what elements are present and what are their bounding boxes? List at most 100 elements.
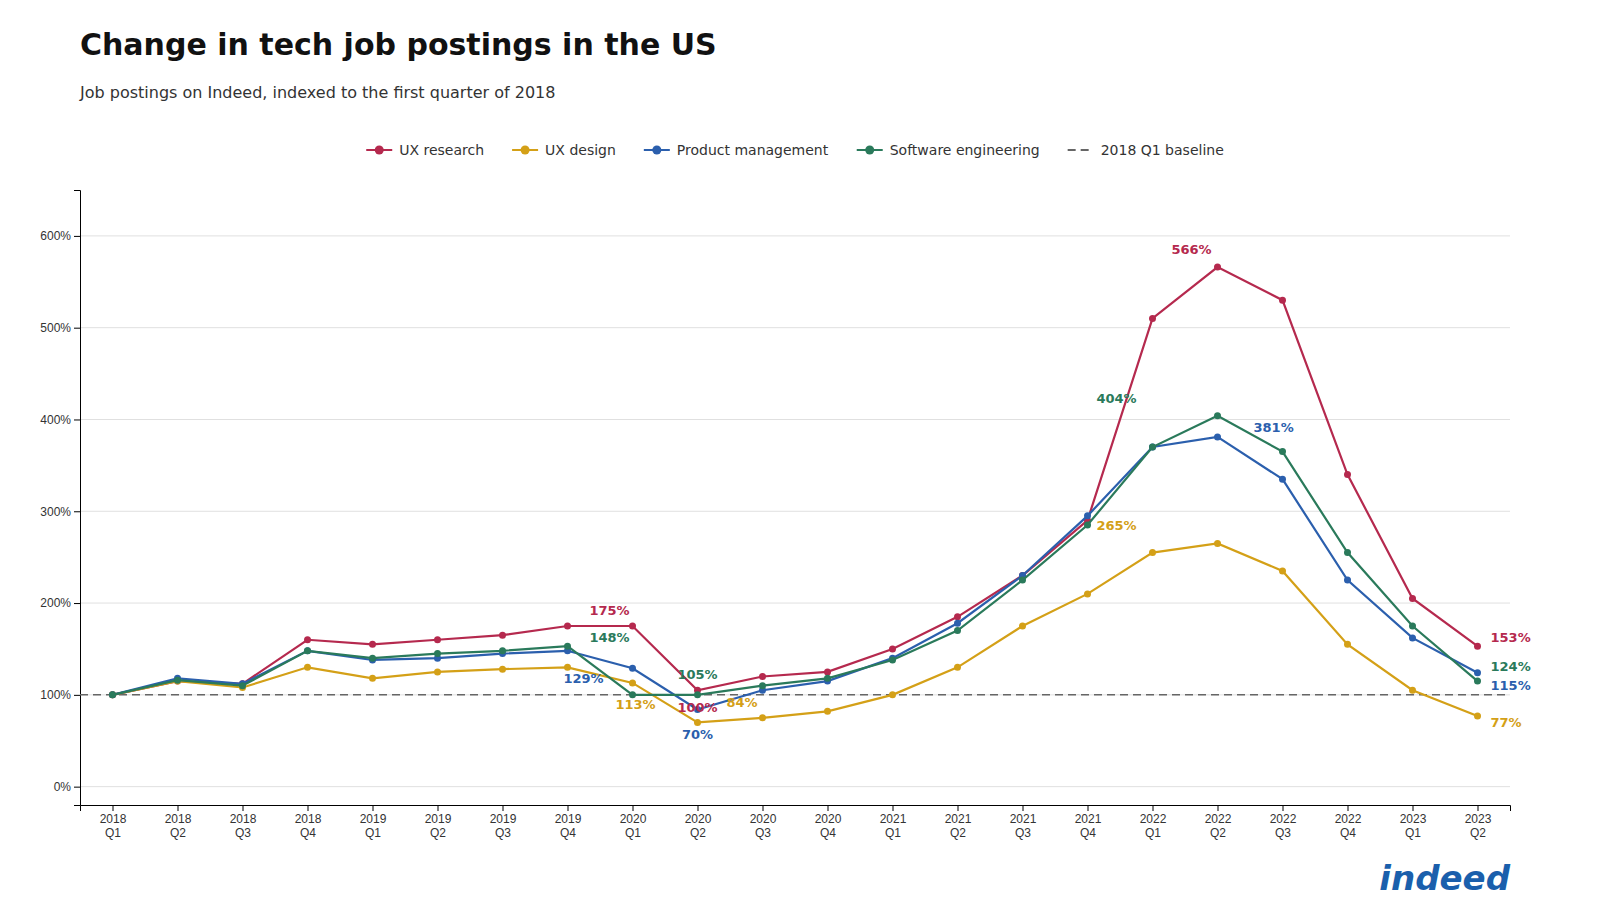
annotations: 566%404%381%265%175%148%105%100%129%113%… [563, 242, 1530, 742]
x-tick-label: 2020Q3 [750, 812, 777, 840]
annotation: 566% [1171, 242, 1211, 257]
x-tick-mark [1413, 805, 1414, 811]
series-point [1019, 623, 1026, 630]
y-tick: 0% [54, 780, 80, 794]
series-point [1149, 315, 1156, 322]
y-tick: 300% [40, 505, 80, 519]
y-tick-label: 400% [40, 413, 71, 427]
series-point [759, 673, 766, 680]
series-point [564, 643, 571, 650]
series-point [434, 668, 441, 675]
x-tick-label: 2021Q3 [1010, 812, 1037, 840]
x-tick-mark [1348, 805, 1349, 811]
series-point [1279, 297, 1286, 304]
y-tick-mark [74, 695, 80, 696]
legend-item: Software engineering [857, 142, 1040, 158]
series-line [113, 437, 1478, 710]
series-point [1214, 264, 1221, 271]
x-tick-label-line: Q1 [625, 826, 641, 840]
series-point [369, 655, 376, 662]
grid-line [80, 694, 1510, 695]
annotation: 153% [1491, 630, 1531, 645]
series-point [1474, 643, 1481, 650]
series-point [304, 664, 311, 671]
legend-label: UX design [545, 142, 616, 158]
annotation: 105% [677, 667, 717, 682]
x-tick-label: 2022Q3 [1270, 812, 1297, 840]
x-tick: 2023Q1 [1400, 805, 1427, 840]
x-tick-label-line: Q1 [1145, 826, 1161, 840]
chart-svg: Change in tech job postings in the USJob… [0, 0, 1600, 900]
logo: indeed [1379, 858, 1510, 898]
x-tick-label-line: Q4 [1340, 826, 1356, 840]
series-point [629, 679, 636, 686]
y-tick: 400% [40, 413, 80, 427]
baseline [80, 694, 1510, 696]
x-tick-label: 2018Q2 [165, 812, 192, 840]
series-point [564, 664, 571, 671]
series-point [304, 647, 311, 654]
x-tick: 2020Q3 [750, 805, 777, 840]
x-tick-label-line: 2018 [100, 812, 127, 826]
x-tick-label-line: 2020 [750, 812, 777, 826]
x-tick-label-line: Q2 [950, 826, 966, 840]
x-tick-label-line: Q3 [495, 826, 511, 840]
x-tick-label: 2022Q4 [1335, 812, 1362, 840]
series-point [1409, 623, 1416, 630]
x-tick-label-line: 2021 [1075, 812, 1102, 826]
series-point [1084, 590, 1091, 597]
x-tick-label: 2022Q2 [1205, 812, 1232, 840]
series-point [1279, 476, 1286, 483]
annotation: 404% [1096, 391, 1136, 406]
series-point [1149, 549, 1156, 556]
series [109, 264, 1481, 699]
x-tick-label-line: 2022 [1335, 812, 1362, 826]
x-tick-label: 2021Q2 [945, 812, 972, 840]
x-tick: 2021Q4 [1075, 805, 1102, 840]
x-tick: 2021Q2 [945, 805, 972, 840]
x-tick-label-line: Q1 [885, 826, 901, 840]
series-point [109, 691, 116, 698]
x-tick: 2020Q2 [685, 805, 712, 840]
x-tick-label-line: 2022 [1270, 812, 1297, 826]
series-point [499, 632, 506, 639]
series-point [1084, 522, 1091, 529]
y-axis: 0%100%200%300%400%500%600% [40, 191, 80, 806]
series-point [174, 677, 181, 684]
title: Change in tech job postings in the US [80, 27, 717, 62]
series-line [113, 416, 1478, 695]
y-tick-mark [74, 603, 80, 604]
x-tick-label-line: Q2 [1210, 826, 1226, 840]
x-tick-label-line: Q2 [430, 826, 446, 840]
x-tick-mark [893, 805, 894, 811]
x-tick-label-line: 2019 [425, 812, 452, 826]
series-point [1344, 549, 1351, 556]
legend-label: Product management [677, 142, 829, 158]
x-tick-label-line: 2022 [1205, 812, 1232, 826]
series [109, 412, 1481, 698]
x-tick: 2022Q3 [1270, 805, 1297, 840]
plot-area [80, 264, 1510, 726]
x-tick: 2020Q4 [815, 805, 842, 840]
x-tick-label-line: 2021 [945, 812, 972, 826]
y-tick-label: 600% [40, 229, 71, 243]
x-tick-mark [568, 805, 569, 811]
y-tick: 500% [40, 321, 80, 335]
y-tick: 100% [40, 688, 80, 702]
series-point [759, 714, 766, 721]
series-point [1344, 641, 1351, 648]
x-tick: 2019Q2 [425, 805, 452, 840]
annotation: 129% [563, 671, 603, 686]
x-tick: 2019Q4 [555, 805, 582, 840]
x-tick-label: 2019Q2 [425, 812, 452, 840]
legend-label: Software engineering [890, 142, 1040, 158]
y-tick-mark [74, 511, 80, 512]
series-point [1214, 433, 1221, 440]
legend-label: 2018 Q1 baseline [1101, 142, 1224, 158]
x-tick: 2018Q2 [165, 805, 192, 840]
series-point [1409, 634, 1416, 641]
x-tick-mark [958, 805, 959, 811]
series-point [824, 708, 831, 715]
x-tick-label-line: Q1 [365, 826, 381, 840]
legend-swatch-marker [521, 146, 530, 155]
